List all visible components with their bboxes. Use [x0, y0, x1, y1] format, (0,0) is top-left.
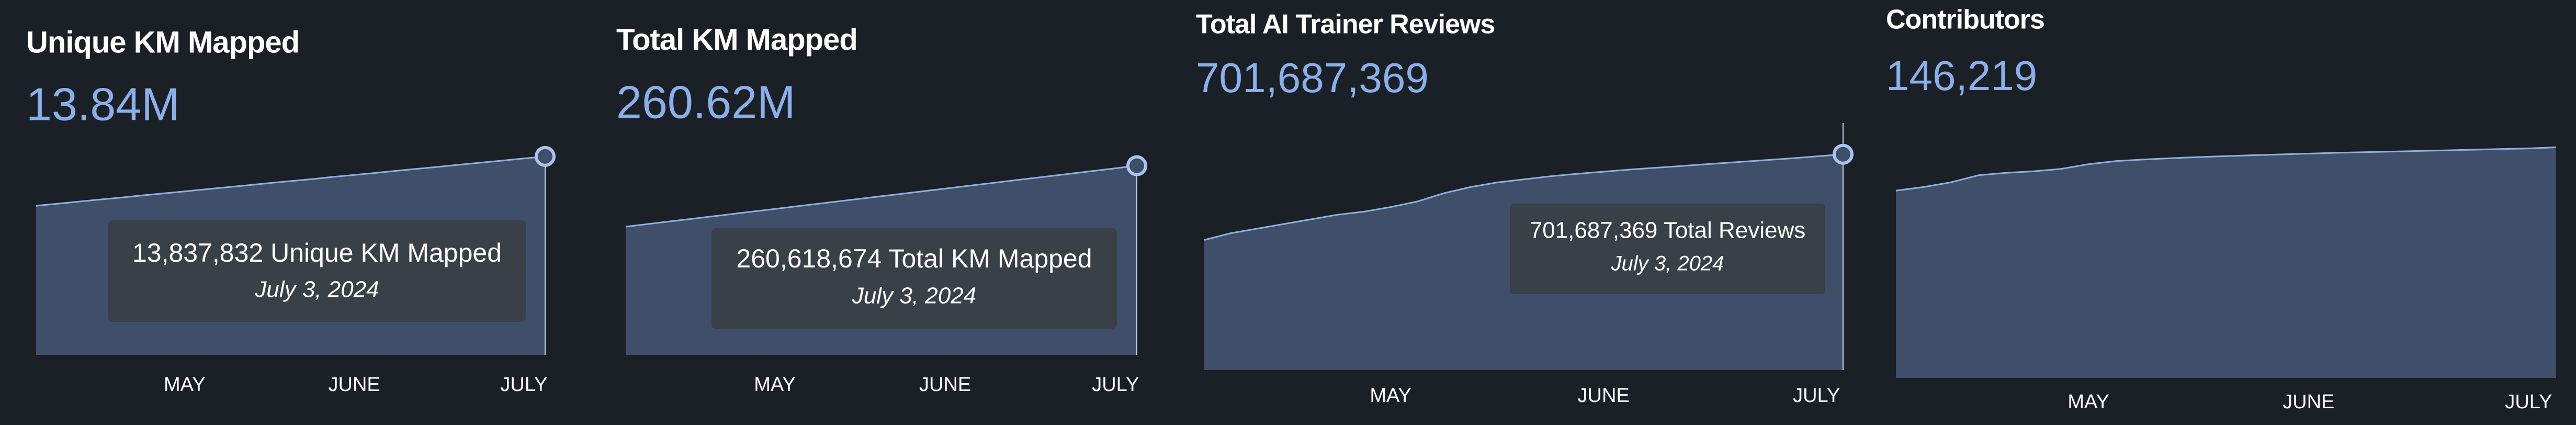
- headline-value: 146,219: [1886, 52, 2037, 99]
- headline-value: 701,687,369: [1196, 54, 1429, 101]
- metric-panel: Unique KM Mapped 13.84M MAY JUNE JULY 13,837,…: [26, 25, 556, 396]
- metric-panel: Total AI Trainer Reviews 701,687,369 MAY JU…: [1196, 9, 1854, 407]
- x-tick-label: MAY: [164, 374, 206, 396]
- area-fill: [1896, 147, 2556, 378]
- tooltip-value: 13,837,832 Unique KM Mapped: [132, 238, 502, 267]
- tooltip-date: July 3, 2024: [852, 283, 976, 309]
- panel-title: Unique KM Mapped: [26, 25, 299, 59]
- metric-panel: Total KM Mapped 260.62M MAY JUNE JULY 260,618…: [616, 23, 1147, 396]
- panel-title: Contributors: [1886, 5, 2044, 35]
- tooltip-date: July 3, 2024: [254, 277, 379, 303]
- area-line: [625, 165, 1137, 228]
- x-tick-label: MAY: [1370, 385, 1411, 407]
- x-tick-label: JULY: [1793, 385, 1840, 407]
- x-tick-label: JULY: [500, 374, 547, 396]
- x-tick-label: JUNE: [2283, 391, 2334, 413]
- x-tick-label: MAY: [2067, 391, 2109, 413]
- hover-marker: [1126, 155, 1147, 176]
- headline-value: 260.62M: [616, 76, 795, 128]
- tooltip-value: 260,618,674 Total KM Mapped: [736, 244, 1092, 273]
- panel-title: Total KM Mapped: [616, 23, 857, 57]
- x-tick-label: JUNE: [329, 374, 380, 396]
- tooltip: [1510, 204, 1825, 294]
- x-tick-label: JUNE: [1578, 385, 1630, 407]
- area-line: [1895, 146, 2557, 192]
- tooltip: [108, 220, 526, 322]
- tooltip: [711, 228, 1117, 329]
- tooltip-value: 701,687,369 Total Reviews: [1530, 218, 1806, 243]
- tooltip-date: July 3, 2024: [1611, 252, 1724, 275]
- area-line: [36, 155, 546, 207]
- x-tick-label: JULY: [2505, 391, 2552, 413]
- x-tick-label: JUNE: [919, 374, 971, 396]
- panel-title: Total AI Trainer Reviews: [1196, 9, 1495, 40]
- metric-panel: Contributors 146,219 MAY JUNE JULY: [1886, 5, 2557, 413]
- x-tick-label: JULY: [1092, 374, 1139, 396]
- hover-marker: [535, 146, 556, 167]
- area-line: [1204, 153, 1844, 241]
- headline-value: 13.84M: [26, 78, 180, 130]
- hover-marker: [1833, 143, 1854, 165]
- x-tick-label: MAY: [754, 374, 796, 396]
